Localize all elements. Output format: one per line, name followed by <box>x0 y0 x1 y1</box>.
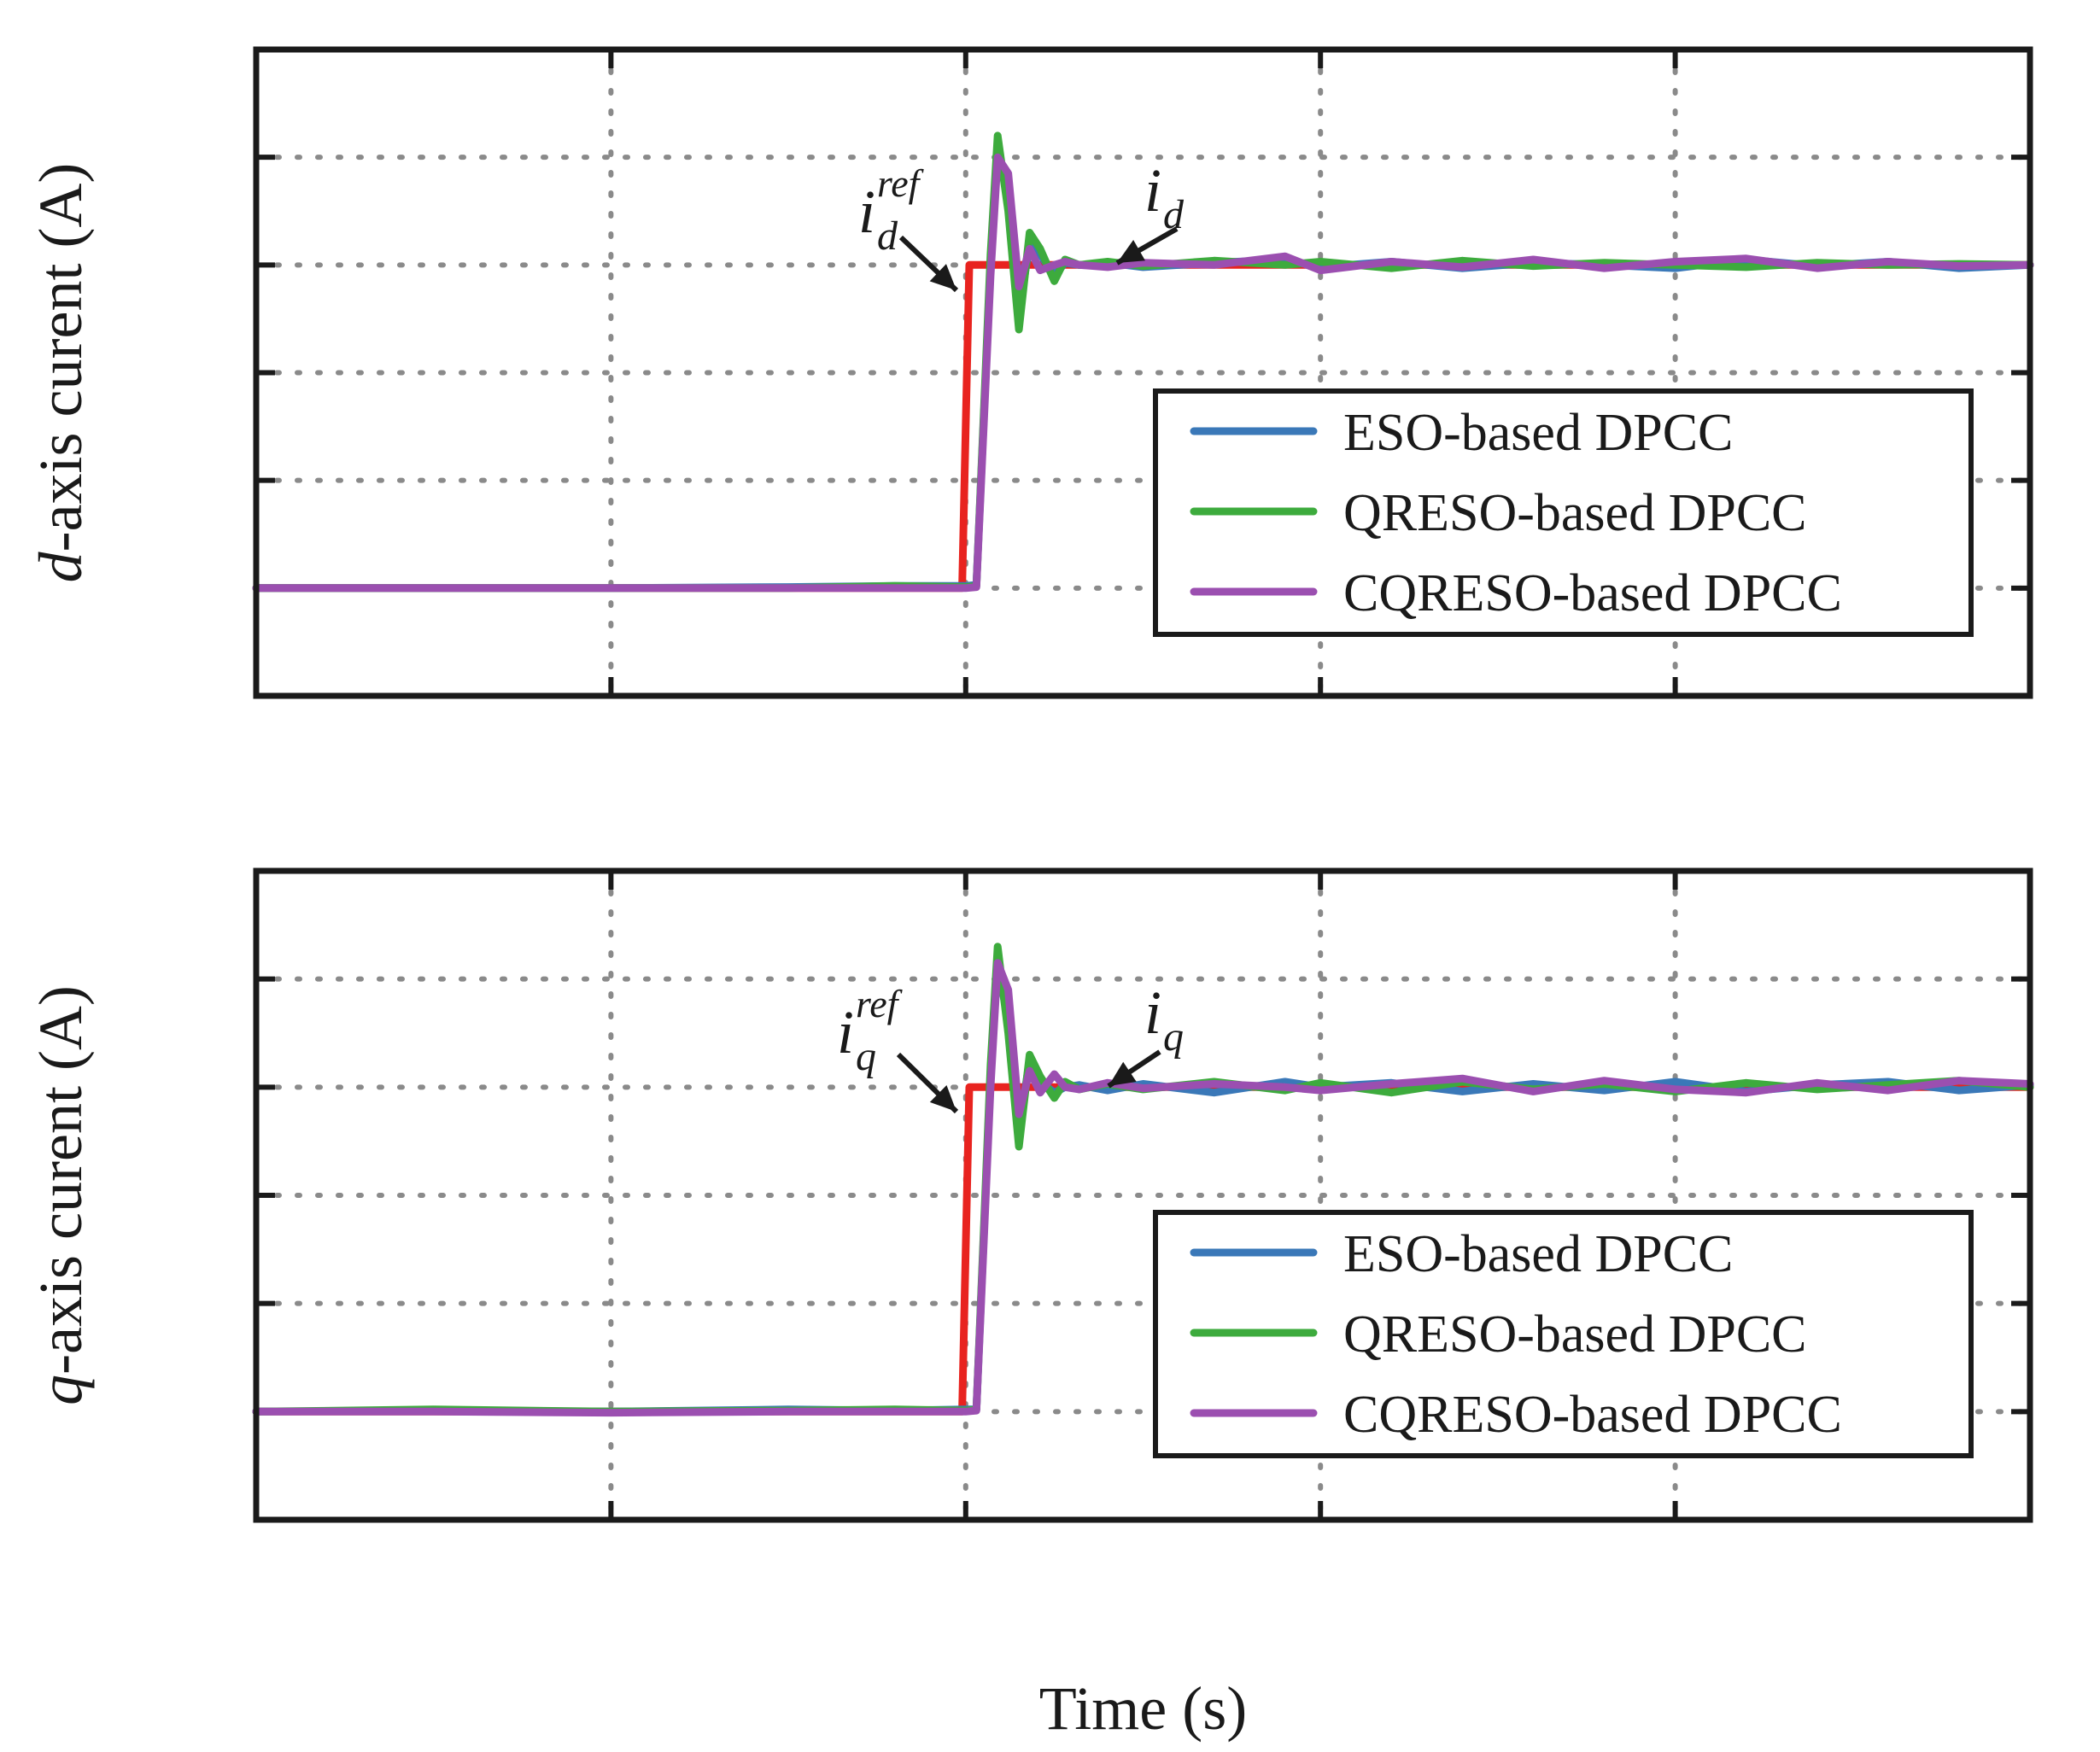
y-axis-label-italic: q <box>26 1375 95 1405</box>
legend: ESO-based DPCC QRESO-based DPCC CQRESO-bas… <box>1153 388 1974 637</box>
legend-label: QRESO-based DPCC <box>1343 1305 1807 1364</box>
annotation-base: i <box>1144 156 1161 225</box>
annotation-base: i <box>1144 978 1161 1047</box>
legend-label: ESO-based DPCC <box>1343 404 1733 462</box>
series-line-cqreso-based-dpcc <box>252 153 2034 593</box>
annotation-arrow-head <box>929 1084 956 1112</box>
y-axis-label: d-axis curent (A) <box>26 163 95 583</box>
plot-frame <box>253 867 2033 1523</box>
annotation-base: i <box>837 998 854 1066</box>
annotation-arrow-head <box>929 264 956 290</box>
annotation-base: i <box>858 178 875 246</box>
annotation-reference: i d ref <box>858 161 959 293</box>
y-axis-label-italic: d <box>26 551 95 582</box>
legend-label: CQRESO-based DPCC <box>1343 1386 1842 1444</box>
annotation-superscript: ref <box>877 161 925 205</box>
annotation-subscript: d <box>877 213 898 259</box>
q-axis-current-panel: q-axis curent (A)Time (s)ESO-based DPCCQ… <box>26 867 2034 1743</box>
annotation-reference: i q ref <box>837 982 959 1114</box>
annotation-arrow-head <box>1117 239 1145 263</box>
legend-label: ESO-based DPCC <box>1343 1225 1733 1283</box>
y-axis-label: q-axis curent (A) <box>26 985 95 1405</box>
y-axis-label-text: -axis curent (A) <box>26 163 95 552</box>
d-axis-current-panel: d-axis curent (A) ESO-based DPCCQRESO-bas… <box>26 46 2034 699</box>
plot-frame <box>253 46 2033 699</box>
x-axis-label: Time (s) <box>1039 1674 1247 1743</box>
y-axis-label-text: -axis curent (A) <box>26 985 95 1375</box>
annotation-arrow-head <box>1108 1061 1137 1086</box>
annotation-superscript: ref <box>856 982 904 1025</box>
series-line-cqreso-based-dpcc <box>252 959 2034 1417</box>
legend-label: QRESO-based DPCC <box>1343 484 1807 542</box>
legend-label: CQRESO-based DPCC <box>1343 564 1842 622</box>
annotation-subscript: q <box>856 1034 876 1079</box>
legend: ESO-based DPCC QRESO-based DPCC CQRESO-bas… <box>1153 1210 1974 1458</box>
annotation-subscript: q <box>1163 1014 1184 1060</box>
